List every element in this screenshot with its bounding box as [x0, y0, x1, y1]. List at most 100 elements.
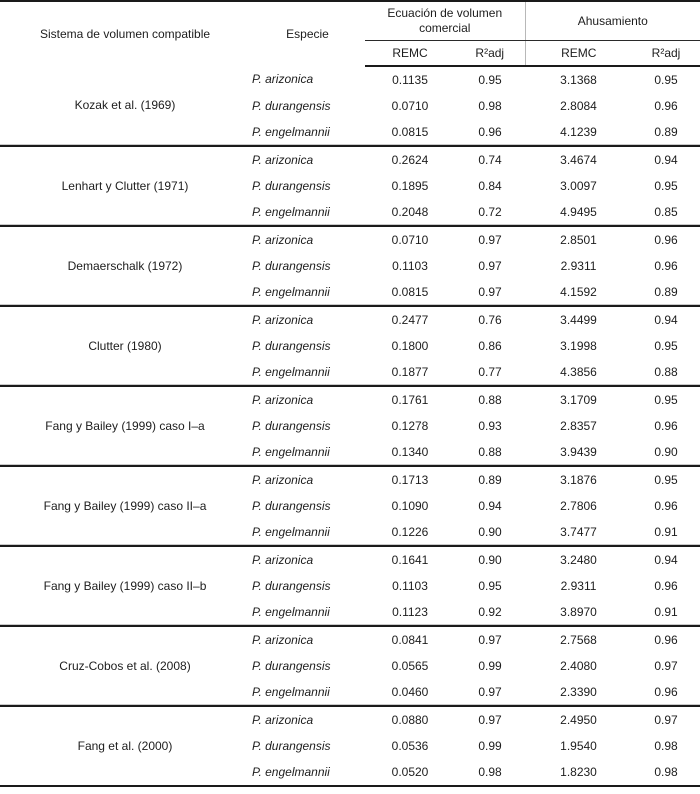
volume-r2adj-cell: 0.96	[478, 124, 502, 139]
taper-r2adj-cell: 0.96	[654, 258, 678, 273]
table-body: Kozak et al. (1969) P. arizonica 0.1135 0.9…	[0, 66, 700, 786]
species-cell: P. engelmannii	[252, 444, 330, 459]
species-cell: P. arizonica	[250, 705, 365, 733]
taper-r2adj-cell: 0.96	[632, 225, 700, 253]
taper-remc-cell: 1.8230	[560, 764, 597, 779]
table-row: Fang y Bailey (1999) caso I–a P. arizonic…	[0, 385, 700, 466]
volume-r2adj-cell: 0.97	[478, 258, 502, 273]
volume-r2adj-cell: 0.97	[478, 684, 502, 699]
volume-remc-cell: 0.0460	[391, 684, 429, 699]
volume-remc-cell: 0.0710	[365, 225, 455, 253]
volume-remc-cell: 0.1135	[392, 72, 428, 87]
species-cell: P. durangensis	[252, 738, 331, 753]
table-row: P. engelmannii 0.1877 0.77 4.3856 0.88	[0, 359, 700, 386]
species-cell: P. arizonica	[250, 545, 365, 573]
table-row: Kozak et al. (1969) P. arizonica 0.1135 0.9…	[0, 66, 700, 112]
taper-remc-cell: 2.8084	[560, 98, 597, 113]
col-group-header-ahusamiento: Ahusamiento	[524, 1, 700, 41]
species-cell: P. engelmannii	[252, 684, 330, 699]
volume-r2adj-cell: 0.93	[478, 418, 502, 433]
species-cell: P. arizonica	[250, 145, 365, 173]
taper-remc-cell: 3.4674	[525, 145, 633, 173]
table-row: P. durangensis 0.1090 0.94 2.7806 0.96	[0, 493, 700, 519]
volume-remc-cell: 0.1761	[365, 385, 455, 413]
species-cell: P. arizonica	[250, 465, 365, 493]
taper-remc-cell: 3.1709	[525, 385, 633, 413]
volume-remc-cell: 0.0880	[365, 705, 455, 733]
taper-r2adj-cell: 0.97	[632, 705, 700, 733]
volume-r2adj-cell: 0.74	[455, 145, 526, 173]
species-cell: P. durangensis	[252, 658, 331, 673]
species-cell: P. engelmannii	[252, 284, 330, 299]
taper-r2adj-cell: 0.91	[654, 524, 678, 539]
volume-remc-cell: 0.2048	[391, 204, 429, 219]
volume-r2adj-cell: 0.92	[478, 604, 502, 619]
species-cell: P. engelmannii	[252, 124, 330, 139]
table-row: P. durangensis 0.1103 0.97 2.9311 0.96	[0, 253, 700, 279]
taper-remc-cell: 3.1368	[560, 72, 597, 87]
table-row: Demaerschalk (1972) P. arizonica 0.0710 0.9…	[0, 225, 700, 306]
volume-r2adj-cell: 0.99	[478, 658, 502, 673]
taper-r2adj-cell: 0.88	[654, 364, 678, 379]
volume-r2adj-cell: 0.95	[478, 72, 502, 87]
volume-r2adj-cell: 0.97	[455, 705, 526, 733]
system-name-cell: Fang et al. (2000)	[0, 705, 250, 786]
taper-remc-cell: 2.4080	[560, 658, 597, 673]
system-name-cell: Fang y Bailey (1999) caso II–b	[0, 545, 250, 626]
table-row: Fang y Bailey (1999) caso II–a P. arizoni…	[0, 465, 700, 546]
volume-r2adj-cell: 0.97	[478, 284, 502, 299]
volume-remc-cell: 0.1877	[391, 364, 429, 379]
volume-remc-cell: 0.1800	[391, 338, 429, 353]
taper-r2adj-cell: 0.96	[654, 578, 678, 593]
taper-r2adj-cell: 0.94	[632, 145, 700, 173]
volume-remc-cell: 0.1090	[391, 498, 429, 513]
table-row: Clutter (1980) P. arizonica 0.2477 0.76 3.44…	[0, 305, 700, 386]
volume-r2adj-cell: 0.98	[478, 764, 502, 779]
species-cell: P. arizonica	[250, 225, 365, 253]
table-row: P. durangensis 0.1103 0.95 2.9311 0.96	[0, 573, 700, 599]
volume-r2adj-cell: 0.90	[455, 545, 526, 573]
system-name-cell: Cruz-Cobos et al. (2008)	[0, 625, 250, 706]
volume-remc-cell: 0.1340	[391, 444, 429, 459]
col-group-header-ecuacion-volumen-comercial: Ecuación de volumen comercial	[365, 1, 526, 41]
volume-r2adj-cell: 0.94	[478, 498, 502, 513]
volume-remc-cell: 0.0815	[391, 284, 429, 299]
taper-remc-cell: 3.2480	[525, 545, 633, 573]
volume-remc-cell: 0.2624	[365, 145, 455, 173]
col-header-remc-volumen: REMC	[365, 40, 455, 67]
volume-r2adj-cell: 0.89	[455, 465, 526, 493]
volume-r2adj-cell: 0.88	[455, 385, 526, 413]
table-row: P. engelmannii 0.0815 0.96 4.1239 0.89	[0, 119, 700, 146]
system-name-cell: Kozak et al. (1969)	[74, 98, 176, 112]
taper-r2adj-cell: 0.94	[632, 545, 700, 573]
table-row: Cruz-Cobos et al. (2008) P. arizonica 0.08…	[0, 625, 700, 706]
taper-remc-cell: 3.0097	[560, 178, 597, 193]
taper-remc-cell: 2.8357	[560, 418, 597, 433]
volume-r2adj-cell: 0.98	[478, 98, 502, 113]
taper-remc-cell: 2.3390	[560, 684, 597, 699]
table-row: P. durangensis 0.1800 0.86 3.1998 0.95	[0, 333, 700, 359]
system-name-cell: Clutter (1980)	[0, 305, 250, 386]
volume-remc-cell: 0.0815	[391, 124, 429, 139]
taper-remc-cell: 4.1592	[560, 284, 597, 299]
species-cell: P. arizonica	[252, 72, 314, 86]
taper-r2adj-cell: 0.96	[654, 98, 678, 113]
col-header-sistema: Sistema de volumen compatible	[39, 26, 211, 41]
table-row: P. durangensis 0.1895 0.84 3.0097 0.95	[0, 173, 700, 199]
taper-remc-cell: 3.4499	[525, 305, 633, 333]
taper-r2adj-cell: 0.97	[654, 658, 678, 673]
volume-r2adj-cell: 0.95	[478, 578, 502, 593]
volume-remc-cell: 0.0841	[365, 625, 455, 653]
system-name-cell: Fang y Bailey (1999) caso I–a	[0, 385, 250, 466]
volume-remc-cell: 0.0536	[391, 738, 429, 753]
table-row: P. engelmannii 0.2048 0.72 4.9495 0.85	[0, 199, 700, 226]
table-row: P. durangensis 0.0710 0.98 2.8084 0.96	[0, 93, 700, 119]
taper-r2adj-cell: 0.91	[654, 604, 678, 619]
taper-remc-cell: 2.8501	[525, 225, 633, 253]
volume-r2adj-cell: 0.77	[478, 364, 502, 379]
species-cell: P. durangensis	[252, 578, 331, 593]
taper-r2adj-cell: 0.96	[654, 498, 678, 513]
table-row: Fang y Bailey (1999) caso II–b P. arizoni…	[0, 545, 700, 626]
